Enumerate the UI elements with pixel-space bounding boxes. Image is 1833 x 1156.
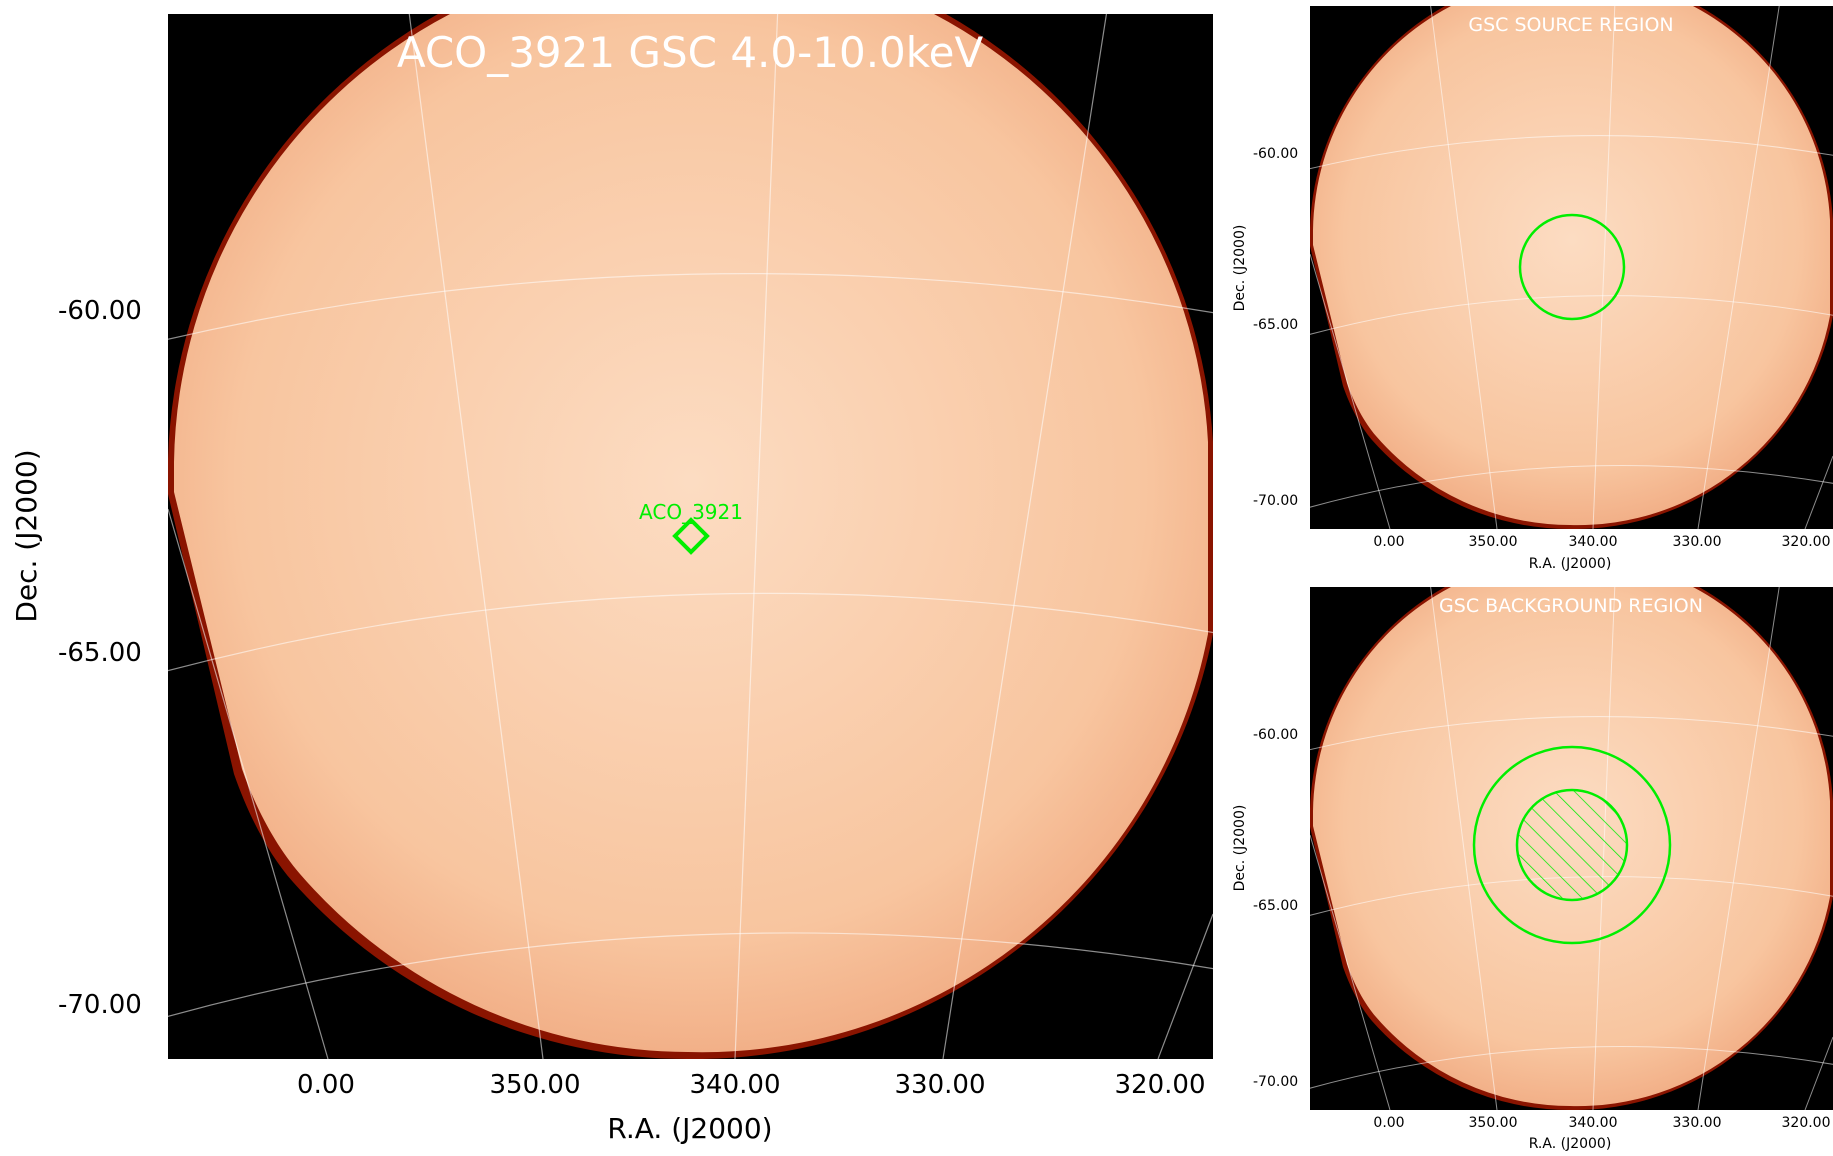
source-xtick: 330.00 [1672,534,1722,550]
source-ylabel: Dec. (J2000) [1232,224,1248,312]
background-outer-circle [1472,745,1672,945]
background-panel-title: GSC BACKGROUND REGION [1439,595,1703,617]
main-ytick: -60.00 [58,296,142,326]
source-xtick: 320.00 [1781,534,1831,550]
background-ytick: -70.00 [1253,1074,1299,1090]
coordinate-grid [168,14,1213,1059]
source-ytick: -65.00 [1253,317,1299,333]
source-xtick: 0.00 [1373,534,1405,550]
source-label: ACO_3921 [639,500,743,524]
source-ytick: -60.00 [1253,146,1299,162]
source-region-svg [1310,6,1833,529]
background-xtick: 330.00 [1672,1115,1722,1131]
background-ytick: -60.00 [1253,727,1299,743]
main-xtick: 320.00 [1114,1070,1206,1100]
main-image-panel[interactable]: ACO_3921 GSC 4.0-10.0keV ACO_3921 [168,14,1213,1059]
main-ytick: -65.00 [58,638,142,668]
background-ylabel: Dec. (J2000) [1232,804,1248,892]
source-xlabel: R.A. (J2000) [1528,556,1612,572]
coordinate-grid [1310,6,1833,529]
main-xtick: 330.00 [894,1070,986,1100]
source-region-circle [1518,213,1626,321]
background-region-svg [1310,587,1833,1110]
source-marker [672,517,710,555]
background-ytick: -65.00 [1253,898,1299,914]
background-xtick: 340.00 [1568,1115,1618,1131]
main-ytick: -70.00 [58,990,142,1020]
background-region-panel[interactable]: GSC BACKGROUND REGION [1310,587,1833,1110]
excluded-source-circle [1515,788,1629,902]
main-xlabel: R.A. (J2000) [607,1112,773,1145]
main-title: ACO_3921 GSC 4.0-10.0keV [396,28,984,77]
background-xtick: 0.00 [1373,1115,1405,1131]
source-panel-title: GSC SOURCE REGION [1468,14,1674,36]
background-xtick: 350.00 [1468,1115,1518,1131]
source-xtick: 350.00 [1468,534,1518,550]
background-xtick: 320.00 [1781,1115,1831,1131]
main-xtick: 0.00 [297,1070,355,1100]
background-xlabel: R.A. (J2000) [1528,1136,1612,1152]
exposure-map [174,14,1208,1053]
main-ylabel: Dec. (J2000) [10,449,43,623]
exposure-map [1313,6,1830,526]
source-region-panel[interactable]: GSC SOURCE REGION [1310,6,1833,529]
main-xtick: 350.00 [489,1070,581,1100]
main-image-svg [168,14,1213,1059]
source-xtick: 340.00 [1568,534,1618,550]
main-xtick: 340.00 [689,1070,781,1100]
source-ytick: -70.00 [1253,493,1299,509]
